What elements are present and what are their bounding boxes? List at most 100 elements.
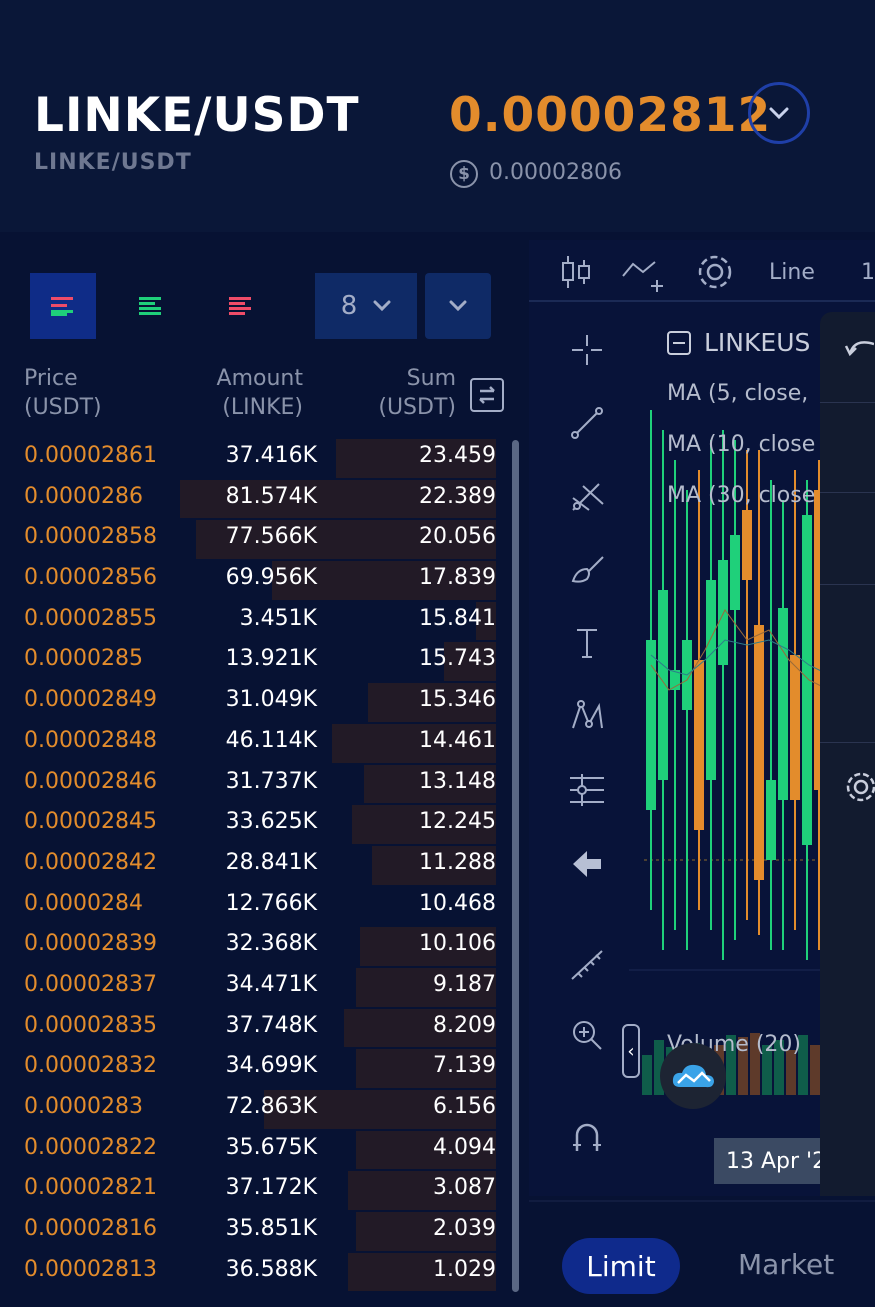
order-book-row[interactable]: 0.00002856 69.956K 17.839: [0, 559, 520, 600]
order-book-row[interactable]: 0.00002813 36.588K 1.029: [0, 1251, 520, 1292]
order-book-row[interactable]: 0.0000284 12.766K 10.468: [0, 885, 520, 926]
order-book-row[interactable]: 0.00002849 31.049K 15.346: [0, 681, 520, 722]
text-icon[interactable]: [562, 623, 612, 663]
measure-icon[interactable]: [562, 770, 612, 810]
view-bids-button[interactable]: [118, 273, 184, 339]
row-price: 0.0000283: [24, 1094, 143, 1119]
interval-button[interactable]: 1: [861, 259, 875, 285]
row-sum: 9.187: [433, 971, 496, 997]
order-book-row[interactable]: 0.0000283 72.863K 6.156: [0, 1088, 520, 1129]
row-amount: 35.675K: [225, 1134, 317, 1160]
indicator-icon[interactable]: [621, 252, 669, 292]
order-book-row[interactable]: 0.00002842 28.841K 11.288: [0, 844, 520, 885]
book-scrollbar[interactable]: [512, 440, 519, 1292]
brush-icon[interactable]: [562, 549, 612, 589]
order-book-row[interactable]: 0.00002861 37.416K 23.459: [0, 437, 520, 478]
order-book-row[interactable]: 0.00002835 37.748K 8.209: [0, 1007, 520, 1048]
gear-icon[interactable]: [844, 770, 875, 804]
candle-body: [766, 780, 776, 860]
pair-title: LINKE/USDT: [34, 88, 360, 143]
swap-icon[interactable]: [470, 378, 504, 412]
candle-body: [802, 515, 812, 845]
row-price: 0.0000285: [24, 646, 143, 672]
row-price: 0.00002842: [24, 849, 157, 875]
pitchfork-icon[interactable]: [562, 476, 612, 516]
order-book-row[interactable]: 0.00002832 34.699K 7.139: [0, 1047, 520, 1088]
order-book-row[interactable]: 0.0000286 81.574K 22.389: [0, 478, 520, 519]
view-asks-button[interactable]: [208, 273, 274, 339]
row-price: 0.00002861: [24, 443, 157, 468]
collapse-icon[interactable]: [666, 330, 692, 356]
order-book-row[interactable]: 0.00002858 77.566K 20.056: [0, 518, 520, 560]
book-bids-icon: [139, 297, 161, 315]
candlestick-chart[interactable]: [629, 310, 875, 1180]
row-price: 0.0000284: [24, 890, 143, 916]
market-order-tab[interactable]: Market: [738, 1248, 835, 1281]
view-both-button[interactable]: [30, 273, 96, 339]
cloud-chart-icon[interactable]: [660, 1043, 726, 1109]
order-book-row[interactable]: 0.00002846 31.737K 13.148: [0, 763, 520, 804]
pair-subtitle: LINKE/USDT: [34, 150, 192, 175]
order-book-row[interactable]: 0.00002816 35.851K 2.039: [0, 1210, 520, 1251]
order-book-row[interactable]: 0.00002837 34.471K 9.187: [0, 966, 520, 1007]
candle-body: [694, 660, 704, 830]
candle-body: [790, 655, 800, 800]
chart-side-panel: [820, 312, 875, 1196]
order-book-row[interactable]: 0.00002845 33.625K 12.245: [0, 803, 520, 844]
pair-dropdown-button[interactable]: [748, 82, 810, 144]
price-column-header: Price (USDT): [24, 366, 102, 420]
row-sum: 6.156: [433, 1094, 496, 1119]
trendline-icon[interactable]: [562, 403, 612, 443]
order-book-row[interactable]: 0.00002855 3.451K 15.841: [0, 600, 520, 641]
chevron-left-icon[interactable]: ‹: [622, 1024, 640, 1078]
row-price: 0.00002835: [24, 1012, 157, 1038]
zoom-in-icon[interactable]: [562, 1015, 612, 1055]
order-book-row[interactable]: 0.00002839 32.368K 10.106: [0, 925, 520, 966]
depth-bar: [348, 1171, 496, 1211]
settings-icon[interactable]: [694, 252, 736, 292]
limit-order-tab[interactable]: Limit: [562, 1238, 680, 1294]
magnet-icon[interactable]: [562, 1117, 612, 1157]
row-sum: 7.139: [433, 1053, 496, 1079]
row-price: 0.00002845: [24, 809, 157, 835]
row-price: 0.00002855: [24, 605, 157, 631]
row-amount: 77.566K: [225, 524, 317, 550]
crosshair-icon[interactable]: [562, 330, 612, 370]
undo-icon[interactable]: [844, 330, 874, 376]
ma10-label: MA (10, close: [667, 432, 816, 457]
book-both-icon: [51, 297, 73, 316]
row-amount: 33.625K: [225, 809, 317, 835]
row-sum: 15.743: [419, 646, 496, 672]
row-amount: 81.574K: [225, 483, 317, 509]
row-sum: 20.056: [419, 524, 496, 550]
candle-body: [646, 640, 656, 810]
volume-bar: [762, 1045, 772, 1095]
chart-symbol: LINKEUS: [704, 328, 811, 357]
chevron-down-icon: [373, 300, 391, 312]
row-price: 0.00002822: [24, 1134, 157, 1160]
order-book-row[interactable]: 0.00002848 46.114K 14.461: [0, 722, 520, 763]
sum-column-header: Sum (USDT): [378, 366, 456, 420]
pattern-icon[interactable]: [562, 696, 612, 736]
volume-bar: [654, 1040, 664, 1095]
book-asks-icon: [229, 297, 251, 315]
back-arrow-icon[interactable]: [562, 844, 612, 884]
line-chart-button[interactable]: Line: [769, 259, 815, 285]
book-options-dropdown[interactable]: [425, 273, 491, 339]
chart-panel: Line 1 LINKEUS: [529, 240, 875, 1196]
order-book-row[interactable]: 0.0000285 13.921K 15.743: [0, 640, 520, 682]
order-book-row[interactable]: 0.00002821 37.172K 3.087: [0, 1169, 520, 1211]
precision-select[interactable]: 8: [315, 273, 417, 339]
depth-bar: [336, 439, 496, 478]
row-amount: 31.049K: [225, 687, 317, 713]
row-sum: 15.841: [419, 605, 496, 631]
row-price: 0.00002846: [24, 768, 157, 794]
ruler-icon[interactable]: [562, 945, 612, 985]
order-book-row[interactable]: 0.00002822 35.675K 4.094: [0, 1129, 520, 1170]
chart-legend-title: LINKEUS: [666, 328, 810, 357]
row-price: 0.00002856: [24, 565, 157, 591]
depth-bar: [264, 1090, 496, 1129]
candle-body: [658, 590, 668, 780]
order-book-rows: 0.00002861 37.416K 23.459 0.0000286 81.574K 2…: [0, 437, 520, 1292]
candlestick-icon[interactable]: [559, 252, 593, 292]
